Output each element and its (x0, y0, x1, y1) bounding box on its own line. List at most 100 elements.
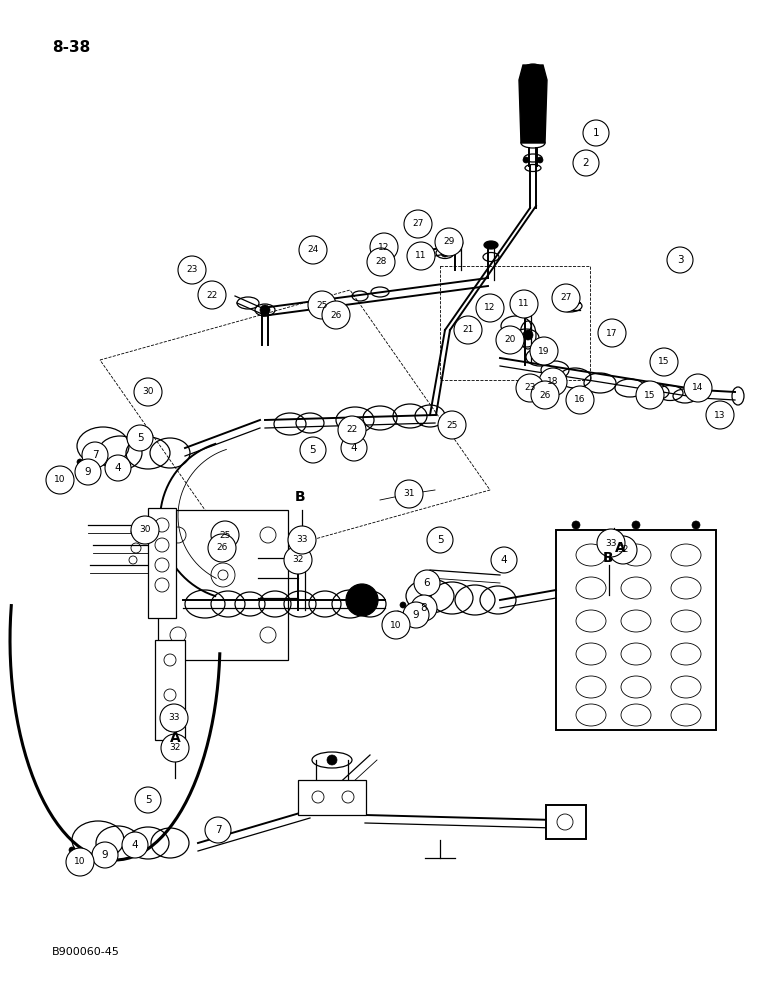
Circle shape (92, 842, 118, 868)
Text: 9: 9 (101, 850, 108, 860)
Text: 4: 4 (115, 463, 122, 473)
Circle shape (609, 536, 637, 564)
Text: 22: 22 (207, 290, 218, 300)
Text: 26: 26 (216, 544, 228, 552)
Text: 32: 32 (292, 556, 303, 564)
Circle shape (523, 157, 529, 163)
Text: 27: 27 (413, 220, 424, 229)
Text: 13: 13 (714, 410, 725, 420)
Circle shape (650, 348, 678, 376)
Text: 11: 11 (518, 300, 530, 308)
Text: 10: 10 (74, 857, 86, 866)
Text: A: A (169, 731, 180, 745)
Circle shape (632, 521, 640, 529)
Text: 6: 6 (424, 578, 431, 588)
Circle shape (441, 249, 449, 257)
Text: 33: 33 (168, 714, 179, 722)
Circle shape (338, 416, 366, 444)
Circle shape (75, 459, 101, 485)
Circle shape (539, 368, 567, 396)
Text: 25: 25 (446, 420, 458, 430)
Circle shape (66, 848, 94, 876)
Circle shape (178, 256, 206, 284)
Polygon shape (519, 65, 547, 143)
Circle shape (198, 281, 226, 309)
Circle shape (531, 381, 559, 409)
Circle shape (411, 595, 437, 621)
Text: 22: 22 (346, 426, 357, 434)
Circle shape (573, 150, 599, 176)
Text: 4: 4 (351, 443, 357, 453)
Text: 3: 3 (677, 255, 683, 265)
Circle shape (706, 401, 734, 429)
Circle shape (341, 435, 367, 461)
Circle shape (346, 584, 378, 616)
Text: 5: 5 (310, 445, 317, 455)
Circle shape (205, 817, 231, 843)
Circle shape (208, 534, 236, 562)
Text: B: B (603, 551, 613, 565)
Text: 30: 30 (140, 526, 151, 534)
Circle shape (81, 466, 89, 474)
Text: 7: 7 (92, 450, 98, 460)
Circle shape (516, 374, 544, 402)
Circle shape (299, 236, 327, 264)
Circle shape (435, 228, 463, 256)
Text: A: A (615, 541, 626, 555)
Text: 14: 14 (693, 383, 704, 392)
Text: 32: 32 (169, 744, 181, 752)
Text: 7: 7 (215, 825, 222, 835)
Circle shape (404, 210, 432, 238)
Circle shape (684, 374, 712, 402)
Text: 15: 15 (658, 358, 670, 366)
Text: 10: 10 (55, 476, 66, 485)
Text: 8: 8 (420, 603, 427, 613)
Circle shape (288, 526, 316, 554)
Circle shape (552, 284, 580, 312)
Text: 23: 23 (524, 383, 536, 392)
Text: 27: 27 (560, 294, 572, 302)
Text: 30: 30 (142, 387, 154, 396)
Circle shape (572, 521, 580, 529)
Text: 23: 23 (186, 265, 197, 274)
Circle shape (284, 546, 312, 574)
Circle shape (82, 442, 108, 468)
Circle shape (160, 704, 188, 732)
Circle shape (583, 120, 609, 146)
Circle shape (300, 437, 326, 463)
Circle shape (69, 847, 75, 853)
Text: 10: 10 (390, 620, 402, 630)
FancyBboxPatch shape (546, 805, 586, 839)
Circle shape (211, 521, 239, 549)
Text: 18: 18 (548, 377, 558, 386)
Circle shape (438, 411, 466, 439)
Text: 25: 25 (317, 300, 328, 310)
Circle shape (395, 480, 423, 508)
Text: 4: 4 (501, 555, 507, 565)
Text: 5: 5 (437, 535, 443, 545)
Ellipse shape (523, 64, 543, 76)
Text: 12: 12 (484, 304, 495, 312)
Circle shape (453, 238, 463, 248)
Text: 9: 9 (413, 610, 420, 620)
Circle shape (161, 734, 189, 762)
Circle shape (414, 570, 440, 596)
Text: 15: 15 (644, 390, 656, 399)
Circle shape (427, 527, 453, 553)
Text: 16: 16 (574, 395, 586, 404)
Circle shape (134, 378, 162, 406)
Text: 31: 31 (403, 489, 415, 498)
Circle shape (308, 291, 336, 319)
Text: 19: 19 (538, 347, 550, 356)
Circle shape (491, 547, 517, 573)
Circle shape (510, 290, 538, 318)
Text: 12: 12 (378, 242, 390, 251)
Text: 4: 4 (132, 840, 138, 850)
Polygon shape (158, 510, 288, 660)
Circle shape (105, 455, 131, 481)
Text: 32: 32 (617, 546, 629, 554)
Circle shape (566, 386, 594, 414)
Text: 24: 24 (307, 245, 318, 254)
Text: 33: 33 (296, 536, 308, 544)
Text: 28: 28 (375, 257, 387, 266)
